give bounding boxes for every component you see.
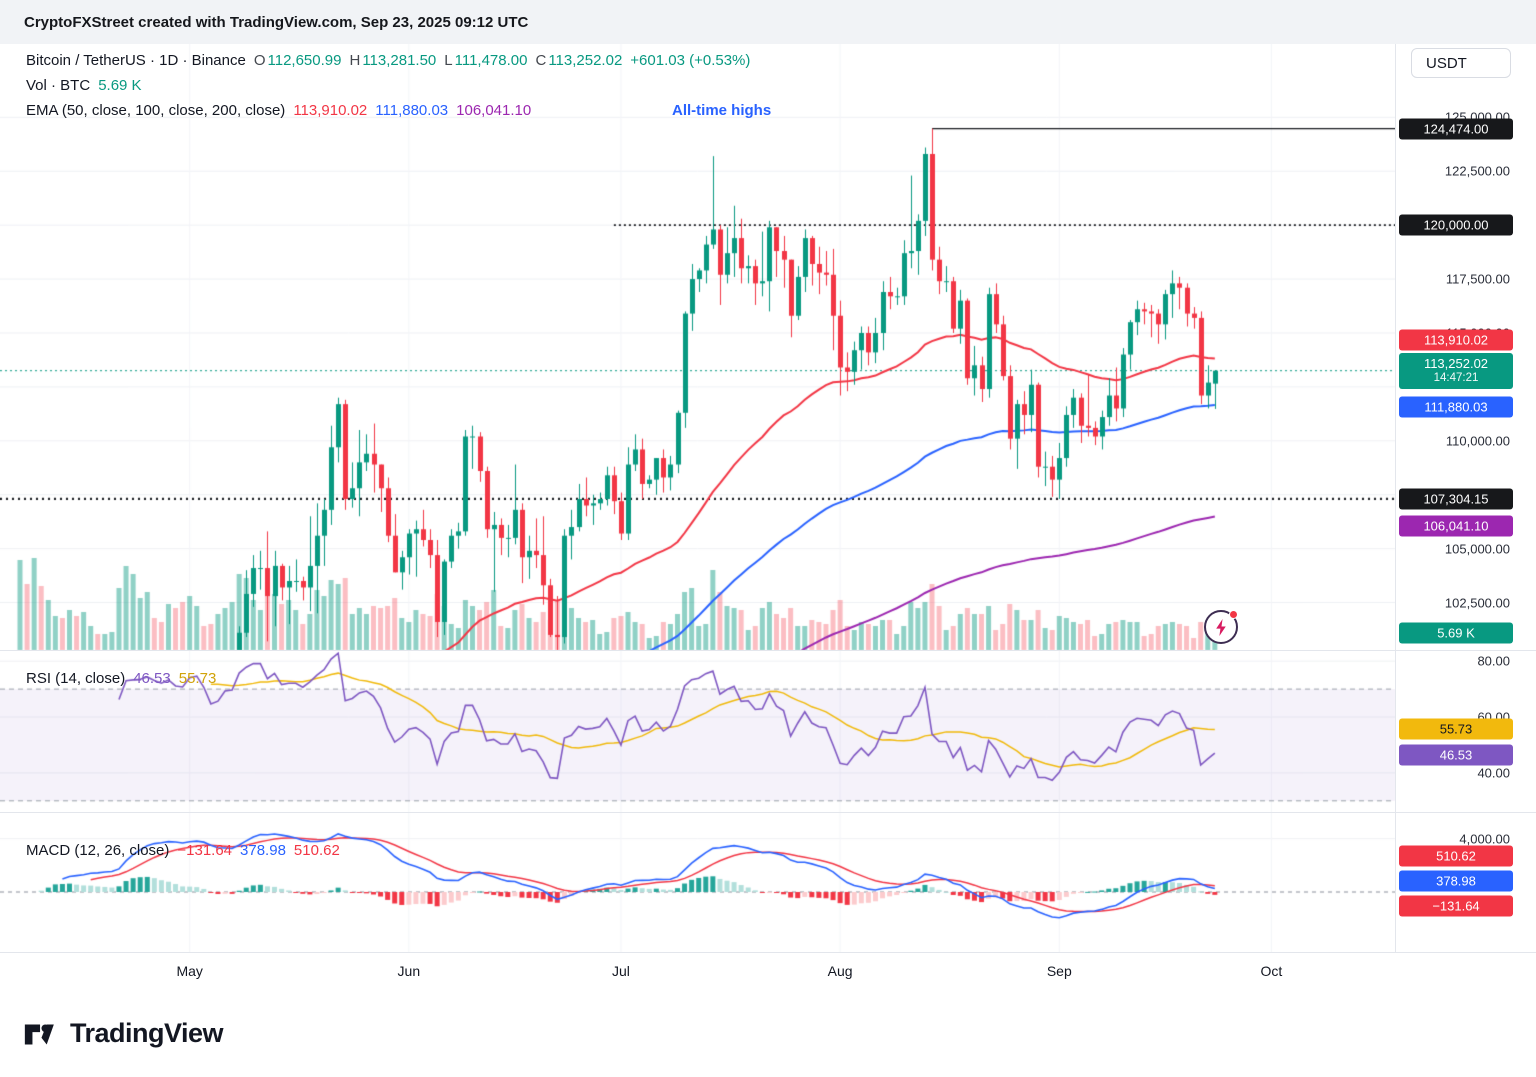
pane-separator-macd[interactable] <box>0 812 1536 813</box>
ohlc-low: L 111,478.00 <box>444 52 528 69</box>
chart-shell: Bitcoin / TetherUS · 1D · Binance O 112,6… <box>0 44 1536 990</box>
volume-value: 5.69 K <box>98 77 142 94</box>
time-axis[interactable]: May Jun Jul Aug Sep Oct <box>0 952 1536 990</box>
month-label: Sep <box>1046 963 1072 979</box>
notification-dot <box>1229 610 1238 619</box>
rsi-label[interactable]: RSI (14, close) <box>26 670 126 687</box>
axis-badge: 120,000.00 <box>1399 214 1513 236</box>
currency-button[interactable]: USDT <box>1411 48 1511 78</box>
all-time-highs-annotation: All-time highs <box>672 102 772 119</box>
axis-label: 40.00 <box>1477 765 1510 781</box>
ema-legend: EMA (50, close, 100, close, 200, close) … <box>26 102 531 119</box>
axis-label: 80.00 <box>1477 653 1510 669</box>
month-label: Oct <box>1260 963 1283 979</box>
axis-badge: 5.69 K <box>1399 622 1513 644</box>
month-label: Aug <box>827 963 853 979</box>
axis-badge: 106,041.10 <box>1399 515 1513 537</box>
symbol-legend: Bitcoin / TetherUS · 1D · Binance O 112,6… <box>26 52 750 69</box>
tradingview-brand-text[interactable]: TradingView <box>70 1018 224 1048</box>
ema-label[interactable]: EMA (50, close, 100, close, 200, close) <box>26 102 286 119</box>
macd-signal-value: 510.62 <box>293 842 340 859</box>
rsi-ma-value: 55.73 <box>178 670 217 687</box>
axis-label: 110,000.00 <box>1445 433 1510 449</box>
macd-line-value: 378.98 <box>240 842 286 859</box>
rsi-value: 46.53 <box>133 670 171 687</box>
axis-badge: 46.53 <box>1399 744 1513 766</box>
macd-label[interactable]: MACD (12, 26, close) <box>26 842 170 859</box>
ohlc-open: O 112,650.99 <box>253 52 342 69</box>
axis-badge: −131.64 <box>1399 895 1513 917</box>
ema200-value: 106,041.10 <box>456 102 532 119</box>
axis-label: 117,500.00 <box>1445 271 1510 287</box>
axis-label: 4,000.00 <box>1459 831 1510 847</box>
tradingview-logo-icon[interactable] <box>22 1015 60 1053</box>
macd-legend: MACD (12, 26, close) −131.64 378.98 510.… <box>26 842 340 859</box>
price-axis-column[interactable]: USDT 125,000.00122,500.00117,500.00115,0… <box>1395 44 1536 952</box>
axis-badge: 113,252.02 14:47:21 <box>1399 352 1513 389</box>
month-label: Jul <box>611 963 630 979</box>
axis-badge: 510.62 <box>1399 845 1513 867</box>
axis-badge: 55.73 <box>1399 718 1513 740</box>
volume-label[interactable]: Vol · BTC <box>26 77 91 94</box>
axis-badge: 107,304.15 <box>1399 488 1513 510</box>
ohlc-close: C 113,252.02 <box>535 52 623 69</box>
volume-legend: Vol · BTC 5.69 K <box>26 77 142 94</box>
ema100-value: 111,880.03 <box>375 102 449 119</box>
axis-badge: 124,474.00 <box>1399 118 1513 140</box>
axis-label: 105,000.00 <box>1444 541 1510 557</box>
axis-badge: 113,910.02 <box>1399 329 1513 351</box>
attribution-text: CryptoFXStreet created with TradingView.… <box>24 13 529 31</box>
symbol-title[interactable]: Bitcoin / TetherUS · 1D · Binance <box>26 52 246 69</box>
change-value: +601.03 (+0.53%) <box>630 52 751 69</box>
month-label: May <box>176 963 203 979</box>
lightning-icon[interactable] <box>1204 610 1238 644</box>
axis-label: 122,500.00 <box>1444 163 1510 179</box>
ohlc-high: H 113,281.50 <box>349 52 437 69</box>
price-chart-canvas[interactable] <box>0 44 1395 952</box>
lightning-bolt-glyph <box>1215 618 1226 636</box>
attribution-bar: CryptoFXStreet created with TradingView.… <box>0 0 1536 44</box>
axis-badge: 111,880.03 <box>1399 396 1513 418</box>
rsi-legend: RSI (14, close) 46.53 55.73 <box>26 670 216 687</box>
pane-separator-rsi[interactable] <box>0 650 1536 651</box>
month-label: Jun <box>397 963 421 979</box>
footer: TradingView <box>0 990 1536 1077</box>
axis-label: 102,500.00 <box>1444 595 1510 611</box>
axis-badge: 378.98 <box>1399 870 1513 892</box>
macd-hist-value: −131.64 <box>177 842 233 859</box>
ema50-value: 113,910.02 <box>293 102 368 119</box>
